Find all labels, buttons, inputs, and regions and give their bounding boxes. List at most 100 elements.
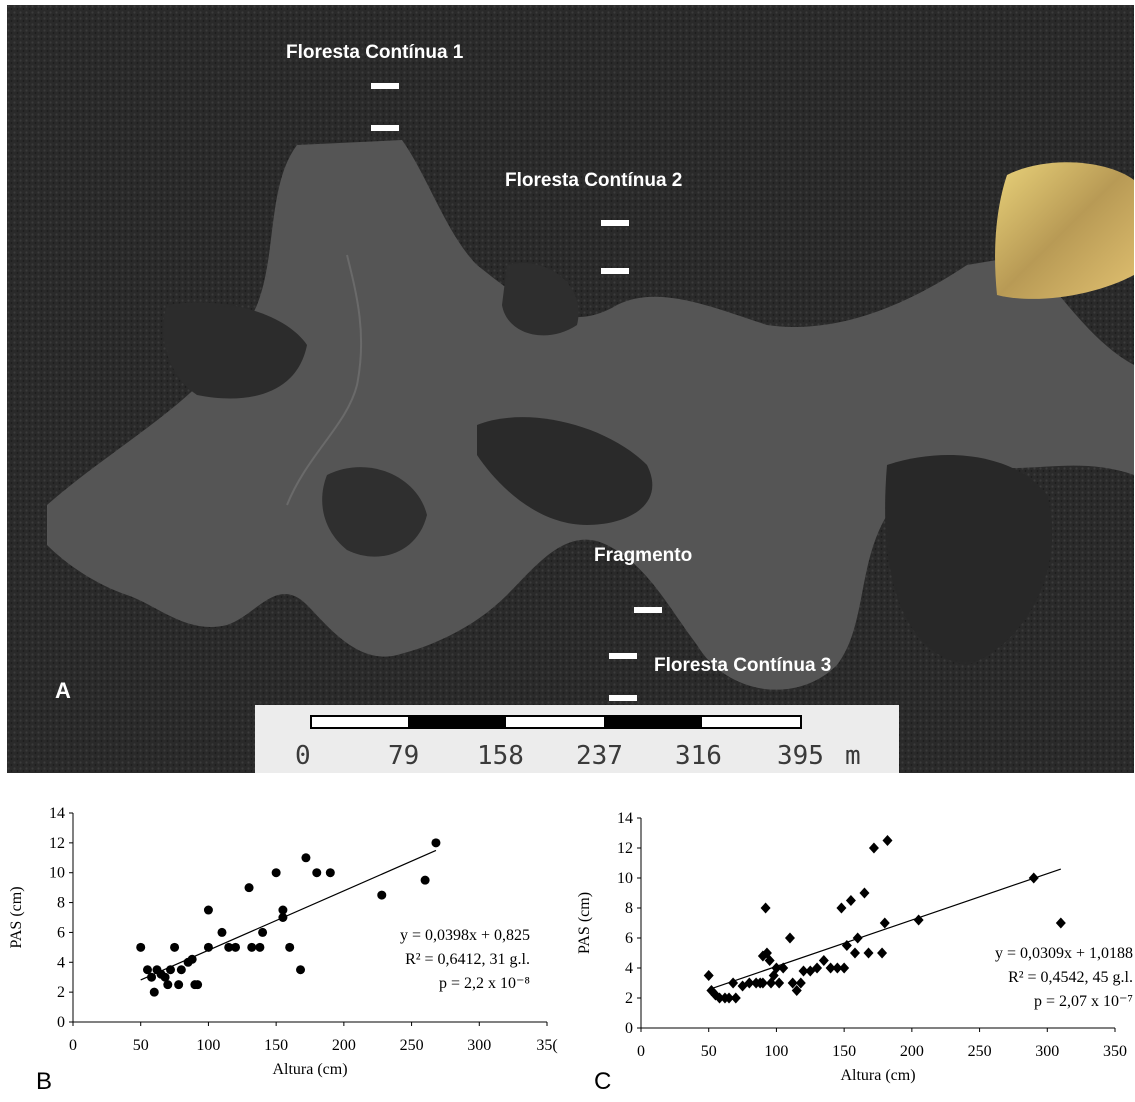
data-point [278,905,288,915]
transect-marker [601,220,629,226]
pasture-area [47,140,1134,690]
data-point [255,942,265,952]
y-axis-label: PAS (cm) [576,892,593,954]
x-tick-label: 300 [1035,1043,1059,1060]
scale-tick-label: 316 [675,741,722,771]
x-tick-label: 200 [900,1043,924,1060]
data-point [271,868,281,878]
panel-letter-a: A [55,678,71,703]
data-point [377,890,387,900]
data-point [190,980,200,990]
scale-unit: m [845,741,861,771]
data-point [766,977,777,989]
data-point [839,962,850,974]
data-point [136,942,146,952]
data-point [170,942,180,952]
data-point [714,992,725,1004]
data-point [156,969,166,979]
data-point [877,947,888,959]
data-point [193,980,203,990]
data-point [163,980,173,990]
data-point [760,902,771,914]
y-tick-label: 4 [57,954,65,971]
data-point [203,905,213,915]
transect-marker [601,268,629,274]
data-point [224,942,234,952]
y-tick-label: 14 [617,810,633,827]
data-point [771,962,782,974]
x-tick-label: 50 [701,1043,717,1060]
x-tick-label: 50 [133,1037,149,1054]
y-tick-label: 0 [57,1014,65,1031]
data-point [231,942,241,952]
data-point [706,985,717,996]
data-point [845,895,856,906]
data-point [863,947,874,959]
label-fragmento: Fragmento [594,545,693,566]
data-point [217,927,227,937]
x-tick-label: 300 [467,1037,491,1054]
data-point [778,962,789,974]
data-point [805,965,816,977]
x-tick-label: 100 [196,1037,220,1054]
data-point [768,970,779,981]
data-point [859,887,870,899]
trendline [708,868,1062,991]
y-tick-label: 12 [49,835,65,852]
y-tick-label: 8 [625,900,633,917]
data-point [285,942,295,952]
data-point [142,965,152,975]
data-point [149,987,159,997]
regression-annotation: y = 0,0398x + 0,825 [400,927,530,944]
x-tick-label: 350 [1103,1043,1127,1060]
data-point [1028,872,1039,884]
data-point [852,932,863,944]
scale-tick-label: 0 [295,741,311,771]
scale-tick-label: 395 [777,741,824,771]
x-axis-label: Altura (cm) [272,1061,347,1078]
data-point [301,853,311,863]
x-tick-label: 100 [764,1043,788,1060]
y-tick-label: 12 [617,840,633,857]
data-point [849,947,860,959]
data-point [841,940,852,951]
data-point [764,955,775,966]
data-point [174,980,184,990]
x-tick-label: 35( [536,1037,557,1054]
data-point [152,965,162,975]
data-point [836,902,847,914]
y-tick-label: 6 [57,924,65,941]
regression-annotation: p = 2,2 x 10⁻⁸ [439,975,530,992]
data-point [818,955,829,966]
regression-annotation: y = 0,0309x + 1,0188 [995,945,1133,962]
transect-marker [371,83,399,89]
data-point [719,992,730,1004]
exposed-soil-patch [995,162,1134,299]
data-point [913,914,924,926]
scale-tick-label: 79 [388,741,420,771]
x-tick-label: 150 [832,1043,856,1060]
y-tick-label: 10 [49,865,65,882]
data-point [812,962,823,974]
road [286,254,363,506]
transect-marker [609,695,637,701]
transect-marker [634,607,662,613]
data-point [176,965,186,975]
data-point [787,977,798,989]
label-floresta-continua-3: Floresta Contínua 3 [654,655,832,676]
x-tick-label: 150 [264,1037,288,1054]
y-axis-label: PAS (cm) [8,886,25,948]
data-point [258,927,268,937]
data-point [203,942,213,952]
trendline [140,849,437,981]
data-point [737,980,748,992]
scale-bar-frame [310,715,802,729]
x-tick-label: 250 [968,1043,992,1060]
data-point [247,942,257,952]
data-point [868,842,879,854]
land-cover-drawing [7,5,1134,773]
data-point [795,977,806,989]
scale-bar: 0 79 158 237 316 395 m [255,705,899,773]
y-tick-label: 4 [625,960,633,977]
